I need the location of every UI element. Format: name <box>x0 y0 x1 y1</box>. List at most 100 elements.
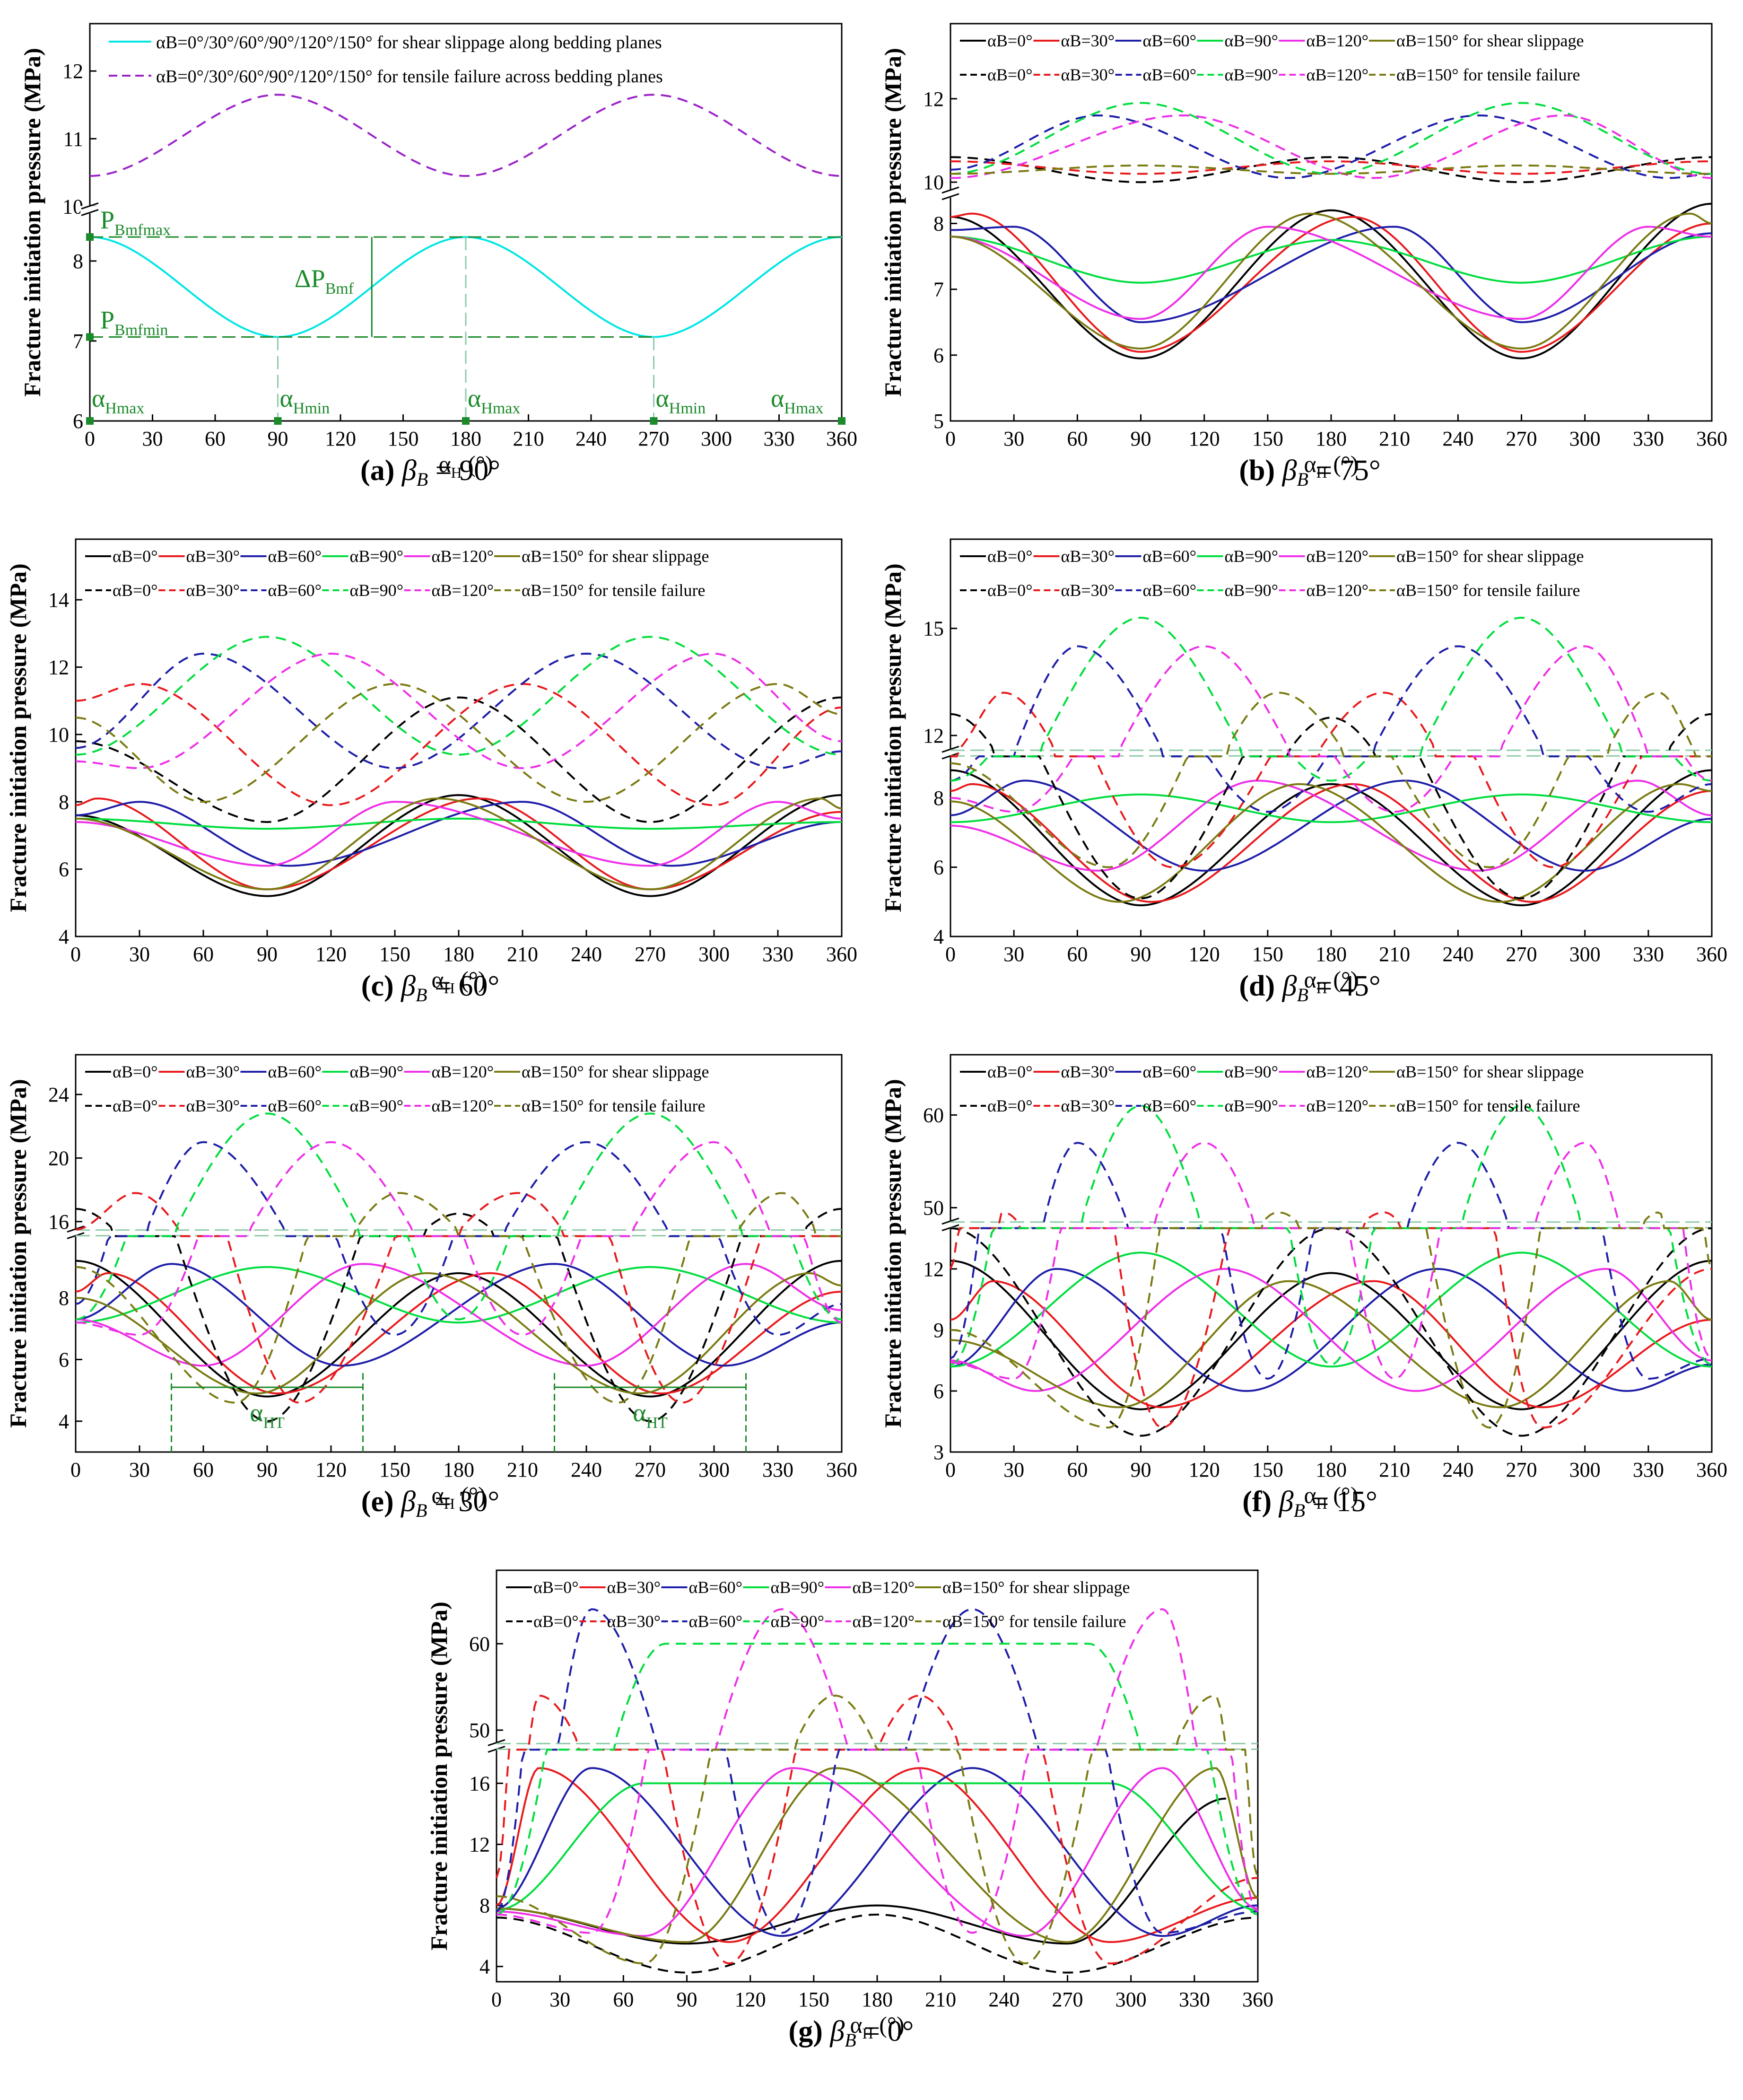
y-axis-label: Fracture initiation pressure (MPa) <box>880 1079 906 1427</box>
series-line-8 <box>75 683 842 806</box>
y-tick-label: 15 <box>923 617 944 640</box>
legend-entry: αB=30° <box>186 547 240 566</box>
legend-entry: αB=60° <box>268 1096 322 1115</box>
x-tick-label: 30 <box>142 427 163 450</box>
chart-panel-b: 0 30 60 90 120 150 180 210 240 270 300 330 360 αH (°)… <box>880 23 1727 481</box>
legend-entry: αB=0° <box>113 1062 158 1081</box>
alpha-annotation: αHmax <box>92 384 144 417</box>
series-line-4 <box>75 1266 842 1324</box>
legend-entry: αB=60° <box>268 581 322 600</box>
marker <box>462 417 470 425</box>
y-tick-label: 6 <box>73 410 83 433</box>
series-line-10 <box>496 1643 1258 1916</box>
x-tick-label: 30 <box>1003 1458 1024 1481</box>
legend-entry: αB=90° <box>1225 1062 1279 1081</box>
series-line-10 <box>950 102 1712 175</box>
x-axis-label: αH (°) <box>1304 451 1358 481</box>
x-tick-label: 90 <box>1131 943 1151 966</box>
series-line-2 <box>89 94 842 177</box>
series-line-5 <box>76 801 842 867</box>
legend-entry: αB=0° <box>113 1096 158 1115</box>
legend-entry: αB=150° for shear slippage <box>522 1062 709 1081</box>
series-line-5 <box>950 1268 1712 1392</box>
y-tick-label: 60 <box>923 1103 944 1127</box>
x-tick-label: 30 <box>129 1458 150 1481</box>
panel-caption-e: (e) βB = 30° <box>361 1486 500 1521</box>
axis-break-mark <box>941 186 959 194</box>
x-tick-label: 270 <box>1506 1458 1537 1481</box>
axis-break-mark <box>81 202 99 210</box>
legend-entry: αB=90° <box>350 1096 404 1115</box>
x-tick-label: 60 <box>193 943 214 966</box>
x-axis-label: αH (°) <box>1304 966 1358 997</box>
x-tick-label: 120 <box>315 1458 347 1481</box>
series-line-11 <box>950 1142 1713 1380</box>
series-line-1 <box>75 1260 842 1398</box>
legend-entry: αB=150° for tensile failure <box>1396 581 1580 600</box>
legend-entry: αB=90° <box>350 547 404 566</box>
alpha-annotation: αHmin <box>280 384 330 417</box>
series-line-7 <box>496 1913 1258 1974</box>
legend-entry: αB=30° <box>1061 1062 1115 1081</box>
y-tick-label: 3 <box>933 1441 944 1464</box>
legend-entry: αB=120° <box>1307 581 1369 600</box>
x-axis-label: αH (°) <box>438 451 493 481</box>
x-tick-label: 150 <box>388 427 419 450</box>
y-tick-label: 16 <box>469 1772 490 1795</box>
x-tick-label: 120 <box>1189 427 1220 450</box>
legend-entry: αB=90° <box>771 1578 825 1597</box>
legend-entry: αB=90° <box>1225 1096 1279 1115</box>
y-tick-label: 6 <box>59 858 69 881</box>
x-axis-label: αH (°) <box>431 966 486 997</box>
axis-break-mark <box>81 209 99 216</box>
series-line-6 <box>75 797 842 891</box>
delta-annotation: ΔPBmf <box>295 264 354 298</box>
x-tick-label: 240 <box>571 943 602 966</box>
legend-entry: αB=30° <box>607 1612 661 1631</box>
series-line-3 <box>496 1767 1258 1937</box>
y-axis-label: Fracture initiation pressure (MPa) <box>19 48 45 396</box>
y-tick-label: 4 <box>933 925 944 948</box>
legend-entry: αB=150° for tensile failure <box>522 1096 705 1115</box>
x-tick-label: 150 <box>798 1988 829 2011</box>
series-line-12 <box>75 683 842 803</box>
x-tick-label: 330 <box>1633 427 1664 450</box>
legend-entry: αB=150° for shear slippage <box>1396 31 1584 50</box>
y-tick-label: 4 <box>479 1955 490 1978</box>
y-tick-label: 8 <box>59 1286 69 1310</box>
x-tick-label: 60 <box>613 1988 634 2011</box>
x-tick-label: 180 <box>1316 427 1347 450</box>
chart-panel-e: 0 30 60 90 120 150 180 210 240 270 300 330 360 αH (°)… <box>5 1054 857 1512</box>
series-line-6 <box>75 1272 842 1395</box>
marker <box>86 417 94 425</box>
legend-entry: αB=120° <box>432 1096 494 1115</box>
x-tick-label: 0 <box>945 427 956 450</box>
legend-entry: αB=0° <box>113 547 158 566</box>
x-axis-label: αH (°) <box>850 2012 904 2042</box>
x-tick-label: 300 <box>1116 1988 1147 2011</box>
legend-entry: αB=90° <box>1225 31 1279 50</box>
y-axis-label: Fracture initiation pressure (MPa) <box>5 563 31 912</box>
x-tick-label: 90 <box>257 943 278 966</box>
y-tick-label: 10 <box>48 723 69 746</box>
series-line-4 <box>950 236 1712 284</box>
x-tick-label: 270 <box>638 427 670 450</box>
x-tick-label: 150 <box>379 943 410 966</box>
legend-entry: αB=150° for tensile failure <box>1396 65 1580 84</box>
x-tick-label: 210 <box>507 1458 538 1481</box>
x-axis-label: αH (°) <box>1304 1482 1358 1512</box>
series-line-10 <box>75 636 842 756</box>
range-annotation: αHT <box>250 1399 285 1432</box>
marker <box>274 417 282 425</box>
series-line-8 <box>950 1211 1712 1429</box>
x-tick-label: 60 <box>1067 1458 1088 1481</box>
legend-entry: αB=0°/30°/60°/90°/120°/150° for tensile … <box>156 67 663 87</box>
series-line-1 <box>497 1797 1226 1945</box>
x-tick-label: 180 <box>450 427 481 450</box>
chart-panel-d: 0 30 60 90 120 150 180 210 240 270 300 330 360 αH (°)… <box>880 538 1727 997</box>
y-axis-label: Fracture initiation pressure (MPa) <box>5 1079 31 1427</box>
x-tick-label: 60 <box>1067 427 1088 450</box>
x-tick-label: 240 <box>988 1988 1020 2011</box>
legend-entry: αB=30° <box>186 1096 240 1115</box>
